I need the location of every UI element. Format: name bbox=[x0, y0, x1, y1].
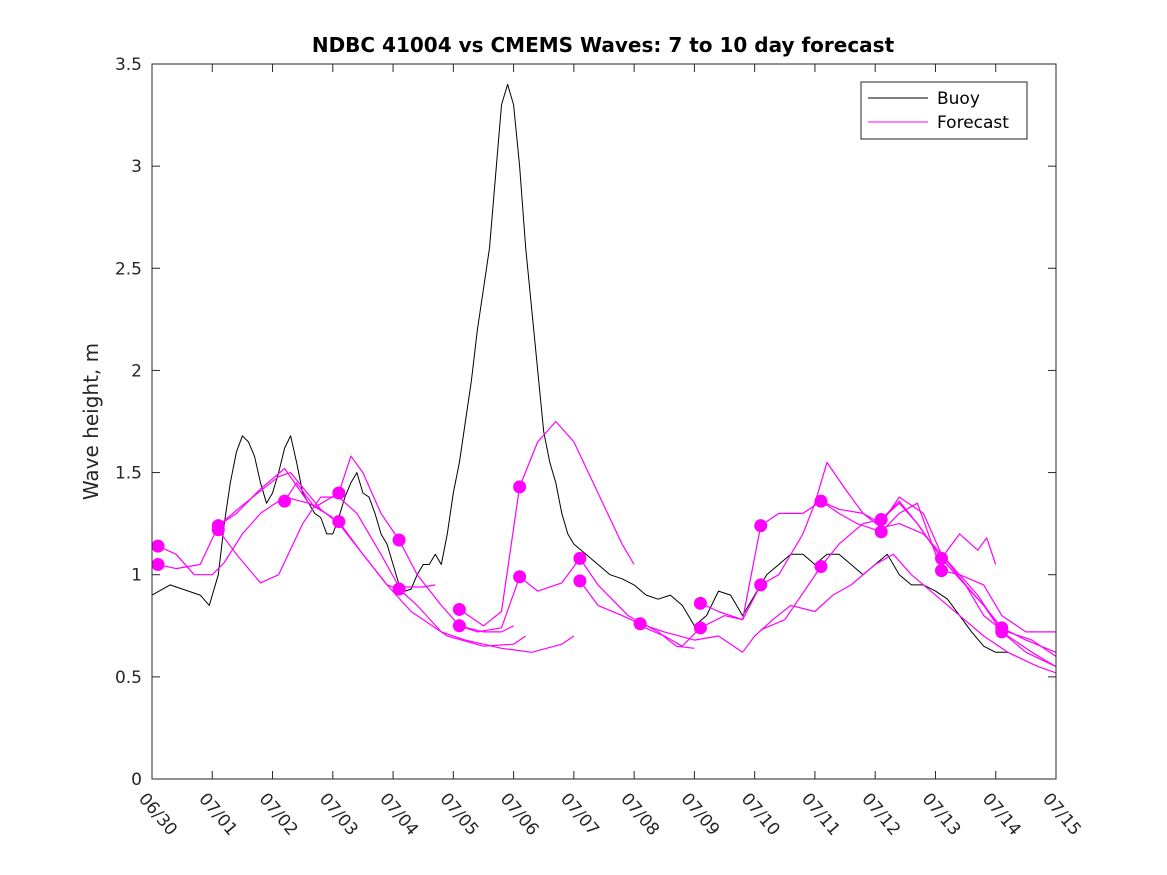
forecast-marker-7 bbox=[392, 533, 406, 547]
x-tick-label: 07/05 bbox=[436, 789, 483, 839]
forecast-marker-23 bbox=[874, 525, 888, 539]
y-tick-label: 0 bbox=[131, 770, 142, 790]
axes: 0 0.5 1 1.5 2 2.5 3 3.5 06/30 07/01 07/02 07/03 07/0… bbox=[115, 55, 1085, 840]
x-tick-label: 07/10 bbox=[737, 789, 784, 839]
forecast-marker-22 bbox=[874, 513, 888, 527]
forecast-series-line-12 bbox=[760, 500, 1057, 657]
forecast-series-line-10 bbox=[639, 500, 1056, 647]
forecast-marker-5 bbox=[332, 486, 346, 500]
x-tick-label: 07/04 bbox=[375, 789, 422, 839]
forecast-series-line-8 bbox=[459, 557, 695, 649]
forecast-series-line-2 bbox=[157, 467, 334, 570]
x-tick-label: 07/09 bbox=[677, 789, 724, 839]
legend-label-forecast: Forecast bbox=[937, 113, 1009, 133]
forecast-marker-1 bbox=[151, 558, 165, 571]
forecast-marker-25 bbox=[934, 564, 948, 578]
forecast-marker-0 bbox=[151, 539, 165, 553]
buoy-series-line bbox=[151, 83, 1008, 653]
x-tick-label: 07/13 bbox=[918, 789, 965, 839]
forecast-series-line-16 bbox=[742, 553, 1057, 674]
forecast-marker-18 bbox=[754, 519, 768, 533]
x-tick-label: 07/01 bbox=[194, 789, 241, 839]
y-axis-label: Wave height, m bbox=[79, 343, 103, 500]
legend: Buoy Forecast bbox=[860, 81, 1028, 140]
x-tick-label: 07/12 bbox=[857, 789, 904, 839]
y-tick-label: 0.5 bbox=[115, 668, 142, 688]
forecast-series-line-13 bbox=[820, 500, 1057, 668]
x-tick-label: 07/06 bbox=[496, 789, 543, 839]
forecast-marker-15 bbox=[633, 617, 647, 631]
x-tick-label: 07/11 bbox=[797, 789, 844, 839]
forecast-marker-20 bbox=[814, 494, 828, 508]
y-tick-label: 1.5 bbox=[115, 464, 142, 484]
y-tick-label: 2 bbox=[131, 361, 142, 381]
forecast-series-line-14 bbox=[880, 502, 997, 565]
legend-label-buoy: Buoy bbox=[937, 89, 980, 109]
forecast-series-line-5 bbox=[284, 455, 514, 633]
forecast-marker-13 bbox=[573, 551, 587, 565]
forecast-marker-19 bbox=[754, 578, 768, 592]
forecast-series-line-6 bbox=[338, 521, 575, 653]
forecast-series-line-1 bbox=[157, 496, 321, 576]
y-tick-label: 2.5 bbox=[115, 259, 142, 279]
forecast-marker-9 bbox=[452, 602, 466, 616]
forecast-marker-4 bbox=[278, 494, 292, 508]
x-tick-label: 07/15 bbox=[1038, 789, 1085, 839]
x-tick-label: 07/03 bbox=[315, 789, 362, 839]
forecast-marker-11 bbox=[513, 480, 527, 494]
forecast-series-line-4 bbox=[217, 472, 527, 647]
forecast-marker-27 bbox=[995, 625, 1009, 639]
forecast-marker-14 bbox=[573, 574, 587, 588]
x-tick-label: 07/14 bbox=[978, 789, 1025, 839]
chart-title: NDBC 41004 vs CMEMS Waves: 7 to 10 day f… bbox=[312, 33, 895, 57]
forecast-series-line-15 bbox=[941, 558, 1057, 668]
plot-area bbox=[151, 83, 1057, 674]
forecast-marker-17 bbox=[693, 621, 707, 635]
forecast-marker-3 bbox=[211, 523, 225, 537]
forecast-marker-6 bbox=[332, 515, 346, 529]
y-tick-label: 3.5 bbox=[115, 55, 142, 75]
forecast-marker-8 bbox=[392, 582, 406, 596]
axes-box bbox=[151, 63, 1057, 780]
forecast-marker-12 bbox=[513, 570, 527, 584]
legend-box bbox=[860, 81, 1028, 140]
x-tick-label: 07/08 bbox=[616, 789, 663, 839]
x-tick-label: 06/30 bbox=[134, 789, 181, 839]
forecast-series-line-7 bbox=[459, 420, 635, 627]
forecast-marker-16 bbox=[693, 596, 707, 610]
y-axis-label-group: Wave height, m bbox=[79, 343, 103, 500]
y-tick-label: 3 bbox=[131, 157, 142, 177]
x-tick-label: 07/07 bbox=[556, 789, 603, 839]
forecast-marker-24 bbox=[934, 551, 948, 565]
forecast-marker-21 bbox=[814, 560, 828, 574]
y-tick-label: 1 bbox=[131, 566, 142, 586]
forecast-marker-10 bbox=[452, 619, 466, 633]
forecast-series-line-9 bbox=[579, 580, 743, 653]
x-tick-label: 07/02 bbox=[255, 789, 302, 839]
